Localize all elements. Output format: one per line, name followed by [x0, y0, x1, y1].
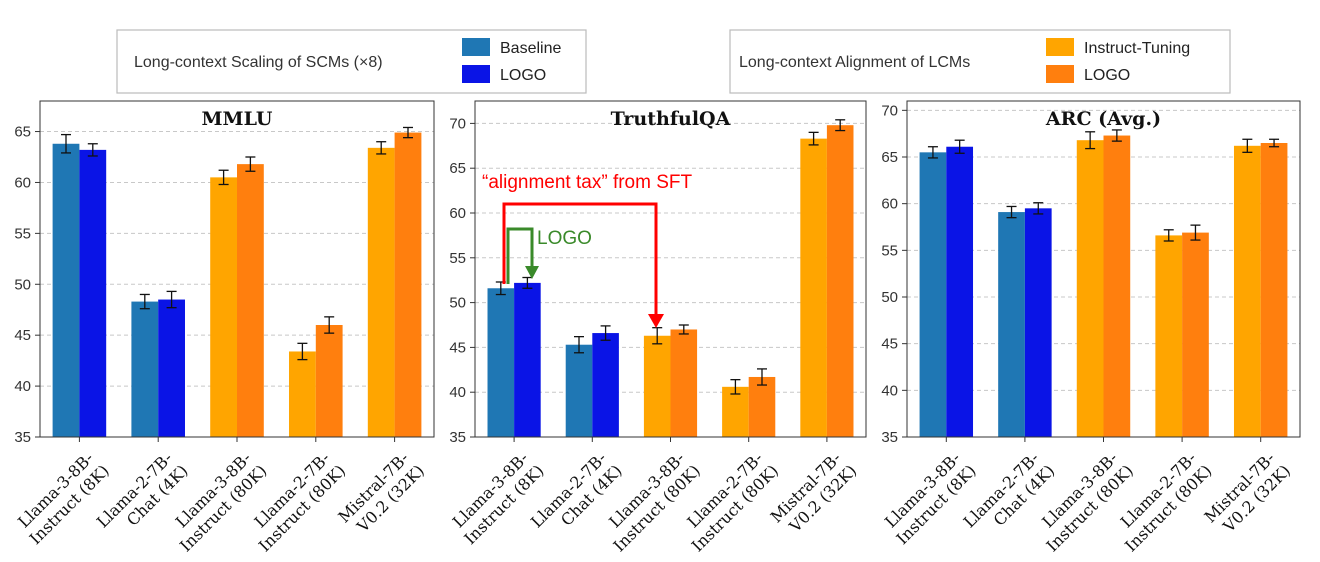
bar — [1024, 208, 1052, 437]
y-tick-label: 50 — [881, 289, 898, 306]
chart-panels: 35 40 45 50 55 60 65 MMLU Llama-3-8B-Instruct (8… — [12, 100, 1301, 555]
y-tick-label: 40 — [881, 382, 898, 399]
bar — [748, 376, 776, 437]
bar — [79, 149, 107, 437]
bar — [722, 386, 749, 437]
x-tick-label: Mistral-7B-V0.2 (32K) — [1200, 447, 1294, 541]
legend-scms-title: Long-context Scaling of SCMs (×8) — [134, 54, 383, 71]
legend-scms-swatch-logo — [462, 65, 490, 83]
bar — [1076, 140, 1104, 437]
x-tick-label: Llama-2-7B-Chat (4K) — [527, 447, 626, 546]
logo-gain-arrowhead — [525, 266, 539, 279]
bar — [592, 333, 619, 437]
bar — [514, 282, 541, 437]
bar — [52, 143, 80, 437]
y-tick-label: 55 — [14, 225, 31, 242]
bar — [800, 138, 827, 437]
bar — [315, 325, 343, 437]
bar — [1260, 143, 1288, 437]
legend-scms: Long-context Scaling of SCMs (×8) Baseli… — [116, 29, 587, 94]
bar — [131, 301, 159, 437]
chart-title: TruthfulQA — [611, 108, 731, 130]
bar — [394, 132, 422, 437]
bar — [1233, 145, 1261, 438]
bar — [158, 299, 185, 437]
bar — [670, 329, 698, 437]
y-tick-label: 55 — [449, 250, 466, 267]
alignment-tax-arrow — [502, 202, 658, 318]
x-tick-label: Llama-2-7B-Chat (4K) — [960, 447, 1059, 546]
bar — [919, 152, 947, 438]
y-tick-label: 65 — [14, 124, 31, 141]
x-tick-label: Mistral-7B-V0.2 (32K) — [334, 447, 428, 541]
alignment-tax-label: “alignment tax” from SFT — [482, 172, 692, 193]
bar — [367, 147, 395, 437]
x-tick-label: Llama-2-7B-Chat (4K) — [93, 447, 192, 546]
y-tick-label: 35 — [14, 429, 31, 446]
bar — [826, 125, 854, 437]
bar — [237, 164, 264, 438]
y-tick-label: 35 — [881, 429, 898, 446]
legend-lcms-title: Long-context Alignment of LCMs — [739, 54, 970, 71]
y-tick-label: 45 — [881, 336, 898, 353]
legend-lcms-label-logo: LOGO — [1084, 67, 1130, 84]
x-tick-label: Llama-3-8B-Instruct (8K) — [446, 447, 547, 548]
y-tick-label: 55 — [881, 242, 898, 259]
chart-title: MMLU — [202, 108, 273, 130]
y-tick-label: 50 — [449, 295, 466, 312]
bar — [643, 335, 671, 437]
y-tick-label: 50 — [14, 276, 31, 293]
bar — [487, 288, 515, 437]
x-tick-label: Llama-3-8B-Instruct (8K) — [12, 447, 113, 548]
y-tick-label: 45 — [14, 327, 31, 344]
bar — [1103, 135, 1131, 438]
logo-gain-arrow — [506, 227, 534, 284]
y-tick-label: 60 — [449, 205, 466, 222]
alignment-tax-arrowhead — [648, 314, 664, 328]
legend-lcms-label-instruct: Instruct-Tuning — [1084, 40, 1190, 57]
legend-scms-label-logo: LOGO — [500, 67, 546, 84]
x-tick-label: Llama-3-8B-Instruct (8K) — [878, 447, 979, 548]
y-tick-label: 40 — [449, 384, 466, 401]
legend-scms-swatch-baseline — [462, 38, 490, 56]
legend-lcms-frame — [729, 29, 1231, 94]
bar — [998, 212, 1025, 437]
bar — [289, 351, 316, 437]
bar — [210, 177, 237, 437]
legend-lcms-swatch-instruct — [1046, 38, 1074, 56]
y-tick-label: 60 — [14, 174, 31, 191]
panel-1: 35 40 45 50 55 60 65 MMLU Llama-3-8B-Instruct (8… — [12, 100, 435, 555]
annotations: “alignment tax” from SFT LOGO — [482, 172, 692, 328]
logo-gain-label: LOGO — [537, 228, 592, 249]
chart-title: ARC (Avg.) — [1045, 108, 1161, 130]
y-tick-label: 70 — [881, 102, 898, 119]
y-tick-label: 60 — [881, 196, 898, 213]
bar — [946, 146, 974, 437]
y-tick-label: 70 — [449, 115, 466, 132]
legend-scms-frame — [116, 29, 587, 94]
y-tick-label: 45 — [449, 339, 466, 356]
panel-3: 35 40 45 50 55 60 65 70 ARC (Avg.) Llama-3-8B-Ins… — [878, 100, 1301, 555]
x-tick-label: Mistral-7B-V0.2 (32K) — [767, 447, 861, 541]
legend-scms-label-baseline: Baseline — [500, 40, 561, 57]
y-tick-label: 35 — [449, 429, 466, 446]
y-tick-label: 65 — [449, 160, 466, 177]
bar — [565, 344, 593, 437]
bar — [1182, 232, 1209, 437]
y-tick-label: 40 — [14, 378, 31, 395]
panel-2: 35 40 45 50 55 60 65 70 TruthfulQA Llama-3-8B-Ins… — [446, 100, 867, 555]
bar — [1155, 235, 1183, 437]
legend-lcms: Long-context Alignment of LCMs Instruct-… — [729, 29, 1231, 94]
legend-lcms-swatch-logo — [1046, 65, 1074, 83]
y-tick-label: 65 — [881, 149, 898, 166]
